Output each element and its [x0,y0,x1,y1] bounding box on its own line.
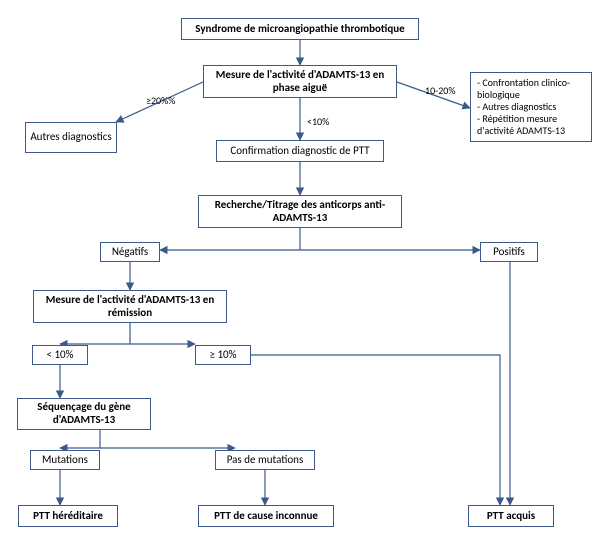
node-ptt-acquis: PTT acquis [468,505,554,527]
node-confirmation-ptt: Confirmation diagnostic de PTT [216,140,384,162]
node-positifs: Positifs [480,242,538,262]
node-ptt-inconnue: PTT de cause inconnue [198,505,334,527]
t: Séquençage du gène d'ADAMTS-13 [22,401,146,426]
node-ptt-hereditaire: PTT héréditaire [18,505,118,527]
edge-label-ge20: ≥20%% [146,95,175,106]
node-pas-mutations: Pas de mutations [215,450,315,470]
sidebox-10-20: - Confrontation clinico-biologique - Aut… [470,72,592,142]
node-sequencage: Séquençage du gène d'ADAMTS-13 [17,398,151,430]
t: Syndrome de microangiopathie thrombotiqu… [195,23,404,36]
node-mesure-aigue: Mesure de l'activité d'ADAMTS-13 en phas… [203,65,397,98]
t: 10-20% [425,84,455,97]
t: Mesure de l'activité d'ADAMTS-13 en phas… [208,69,392,94]
t: PTT de cause inconnue [214,510,318,523]
t: Autres diagnostics [30,131,111,144]
node-mutations: Mutations [30,450,100,470]
t: Mesure de l'activité d'ADAMTS-13 en rémi… [38,294,222,319]
t: < 10% [47,349,74,362]
t: Mutations [42,454,88,467]
t: ≥20%% [146,94,175,107]
side-l3: - Répétition mesure d'activité ADAMTS-13 [477,113,585,137]
t: Confirmation diagnostic de PTT [230,145,369,158]
node-recherche-anticorps: Recherche/Titrage des anticorps anti-ADA… [198,195,402,228]
node-syndrome: Syndrome de microangiopathie thrombotiqu… [181,18,419,40]
node-autres-diag: Autres diagnostics [25,122,117,153]
t: <10% [307,115,329,128]
t: PTT héréditaire [33,510,103,523]
node-mesure-remission: Mesure de l'activité d'ADAMTS-13 en rémi… [33,290,227,323]
t: Pas de mutations [227,454,304,467]
t: ≥ 10% [210,349,237,362]
t: Négatifs [112,246,148,259]
side-l1: - Confrontation clinico-biologique [477,77,585,101]
t: Recherche/Titrage des anticorps anti-ADA… [203,199,397,224]
node-lt10: < 10% [32,345,88,365]
edge-label-10-20: 10-20% [425,85,455,96]
t: Positifs [493,246,525,259]
edge-label-lt10: <10% [307,116,329,127]
t: PTT acquis [487,510,535,523]
node-negatifs: Négatifs [100,242,160,262]
node-ge10: ≥ 10% [195,345,251,365]
